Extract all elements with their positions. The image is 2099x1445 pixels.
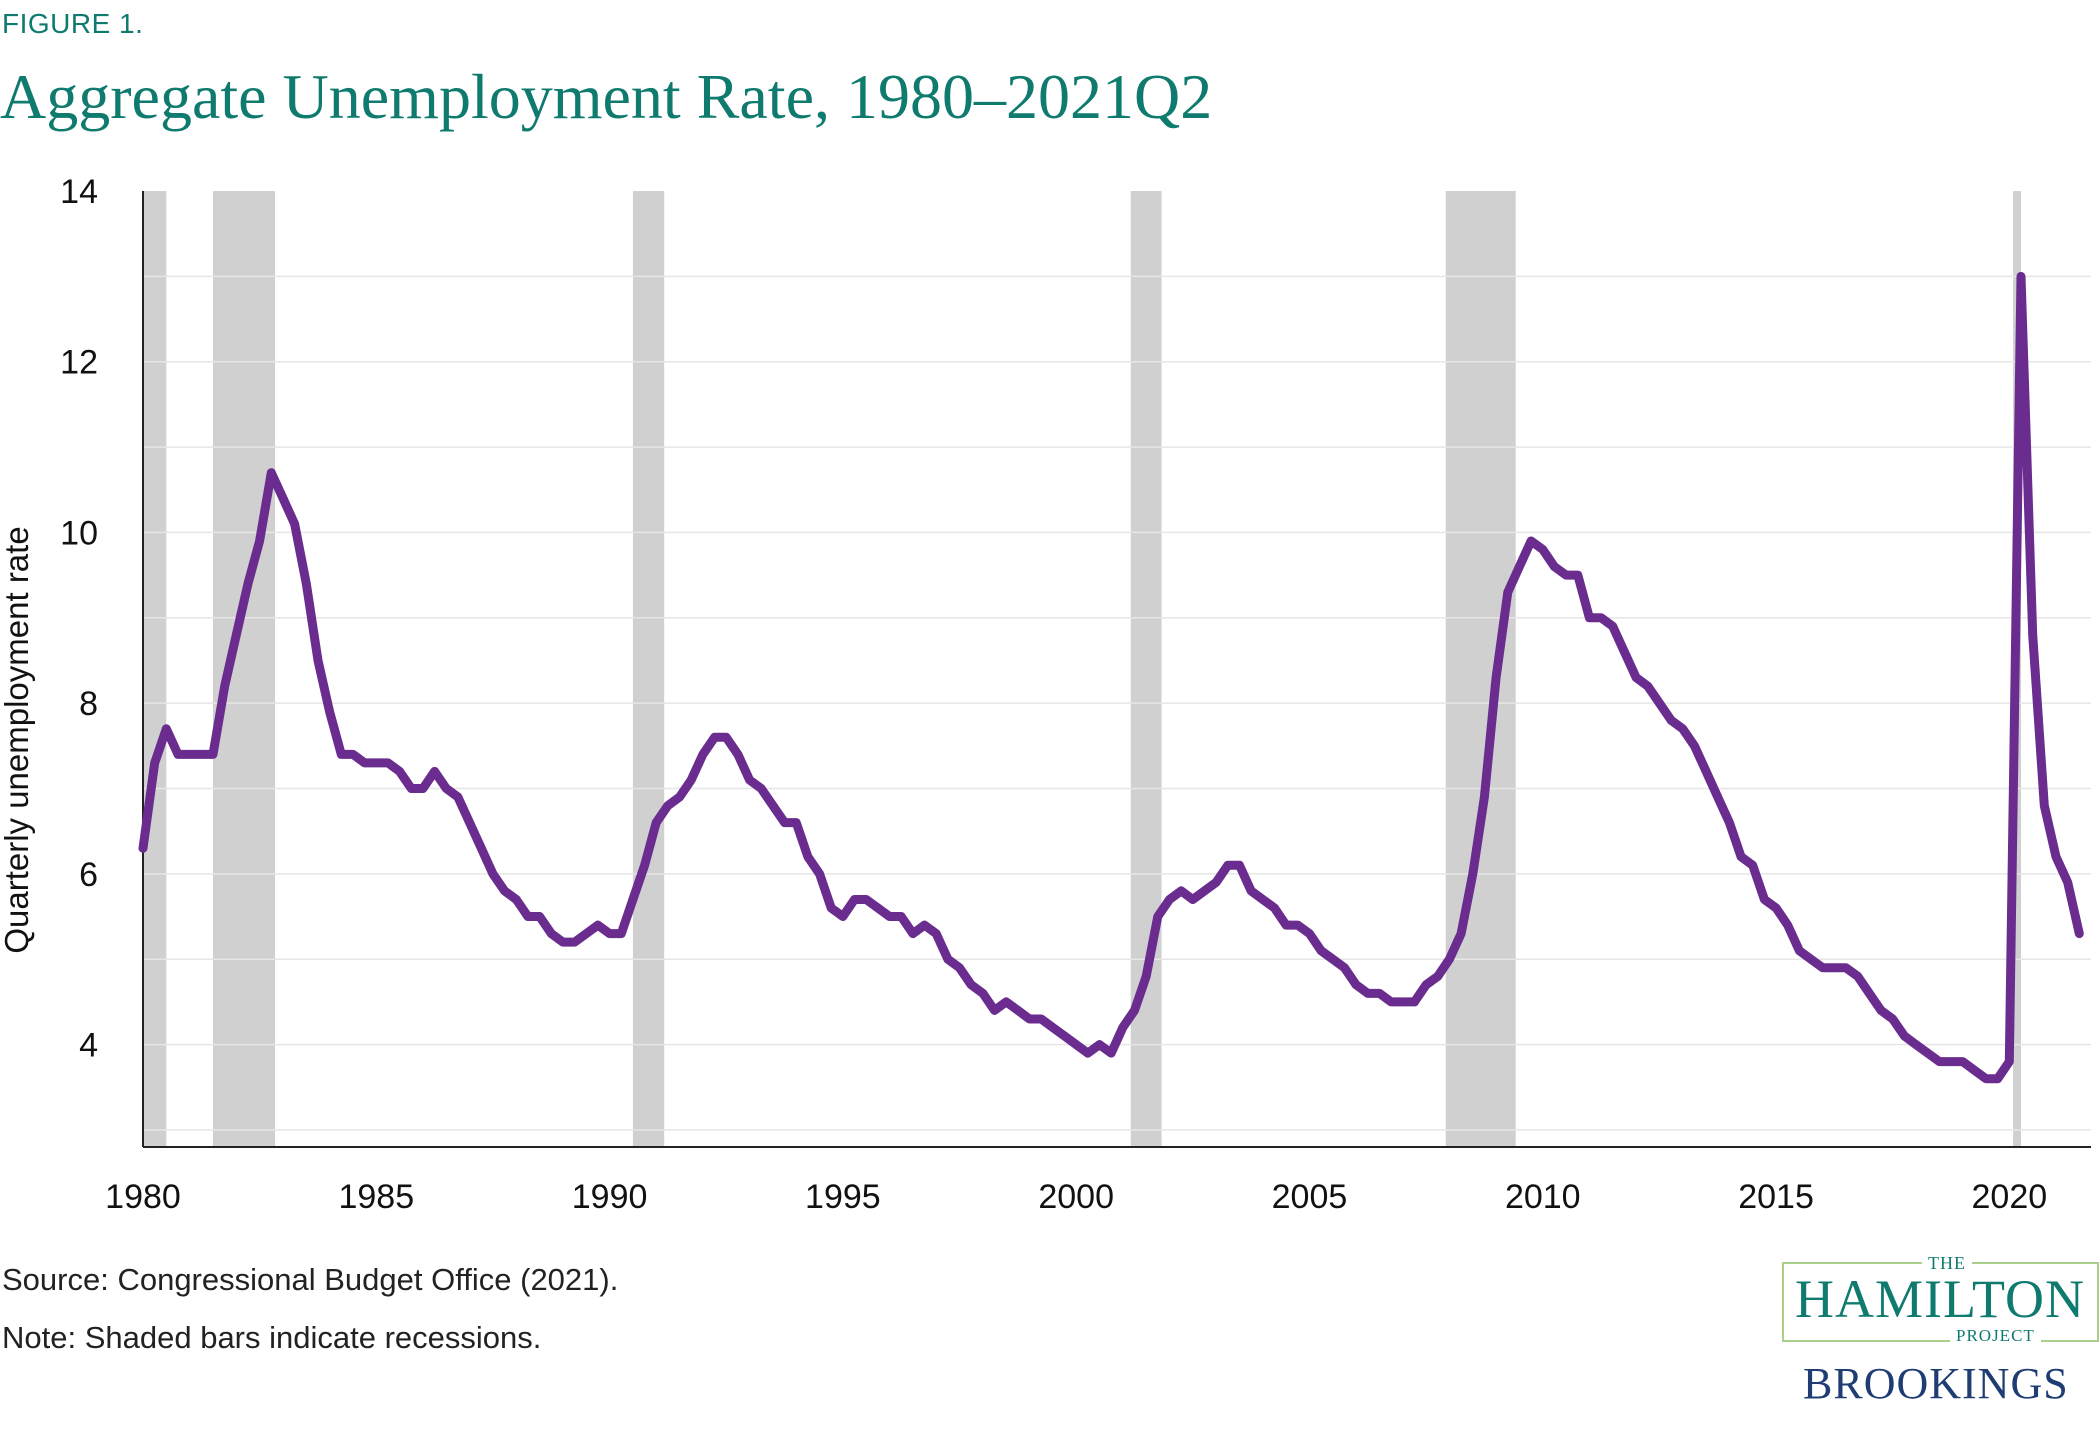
brookings-logo: BROOKINGS	[1803, 1359, 2069, 1408]
figure-label: FIGURE 1.	[2, 8, 144, 39]
recession-note: Note: Shaded bars indicate recessions.	[2, 1320, 542, 1355]
x-tick-label: 1985	[338, 1178, 414, 1216]
series-layer	[138, 271, 2084, 1084]
y-tick-label: 6	[79, 856, 98, 894]
x-tick-label: 2015	[1738, 1178, 1814, 1216]
x-tick-label: 2000	[1038, 1178, 1114, 1216]
chart-title: Aggregate Unemployment Rate, 1980–2021Q2	[0, 61, 1213, 132]
logo-hamilton-text: HAMILTON	[1795, 1269, 2086, 1329]
axes	[142, 191, 2091, 1148]
recession-bar-2	[212, 191, 276, 1147]
x-tick-label: 2010	[1505, 1178, 1581, 1216]
y-tick-label: 10	[60, 514, 98, 552]
y-tick-label: 12	[60, 344, 98, 382]
y-tick-label: 14	[60, 173, 98, 211]
recession-bar-1	[143, 191, 167, 1147]
recession-bars	[143, 191, 2022, 1147]
logo-project-text: PROJECT	[1950, 1326, 2041, 1346]
y-tick-label: 8	[79, 685, 98, 723]
x-tick-label: 1990	[572, 1178, 648, 1216]
recession-bar-5	[1445, 191, 1516, 1147]
x-tick-labels: 1980 1985 1990 1995 2000 2005 2010 2015 2020	[105, 1178, 2047, 1216]
x-tick-label: 2005	[1272, 1178, 1348, 1216]
source-note: Source: Congressional Budget Office (202…	[2, 1262, 619, 1297]
series-line-1	[138, 271, 2084, 1084]
y-axis-label: Quarterly unemployment rate	[0, 526, 35, 953]
y-tick-label: 4	[79, 1027, 98, 1065]
y-tick-labels: 4 6 8 10 12 14	[60, 173, 98, 1065]
x-tick-label: 1995	[805, 1178, 881, 1216]
x-tick-label: 2020	[1972, 1178, 2048, 1216]
gridlines	[143, 275, 2091, 1131]
logo-the-text: THE	[1922, 1253, 1972, 1274]
recession-bar-3	[632, 191, 665, 1147]
x-tick-label: 1980	[105, 1178, 181, 1216]
